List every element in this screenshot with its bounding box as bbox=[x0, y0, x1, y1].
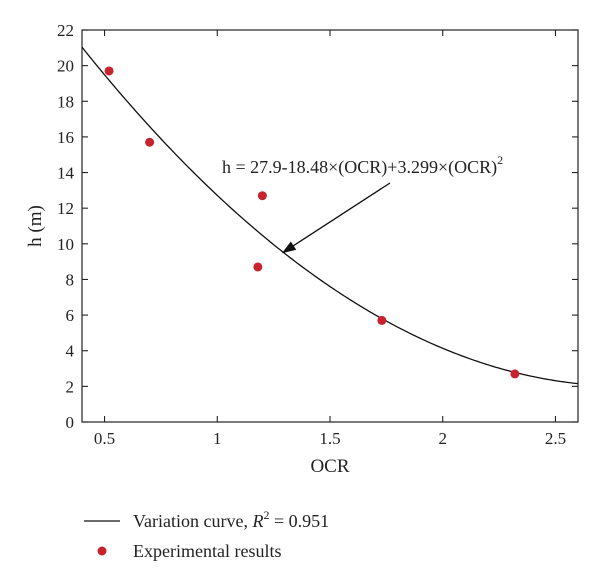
y-tick-label: 12 bbox=[57, 199, 74, 218]
y-tick-label: 0 bbox=[66, 413, 75, 432]
legend: Variation curve, R2 = 0.951 Experimental… bbox=[84, 508, 329, 561]
annotation-arrow bbox=[281, 182, 391, 254]
y-tick-label: 10 bbox=[57, 235, 74, 254]
plot-frame bbox=[81, 29, 579, 423]
data-point bbox=[253, 262, 263, 272]
x-axis: 0.5 1 1.5 2 2.5 bbox=[94, 30, 566, 448]
y-axis-title: h (m) bbox=[25, 205, 46, 247]
y-tick-label: 6 bbox=[66, 306, 75, 325]
x-tick-label: 1.5 bbox=[319, 429, 340, 448]
data-point bbox=[510, 369, 520, 379]
x-tick-label: 2.5 bbox=[545, 429, 566, 448]
x-tick-label: 1 bbox=[213, 429, 222, 448]
data-point bbox=[257, 191, 267, 201]
legend-line-label: Variation curve, R2 = 0.951 bbox=[133, 508, 329, 531]
y-tick-label: 8 bbox=[66, 270, 75, 289]
data-point bbox=[145, 137, 155, 147]
y-tick-label: 4 bbox=[66, 342, 75, 361]
x-tick-label: 0.5 bbox=[94, 429, 115, 448]
legend-point-label: Experimental results bbox=[133, 541, 281, 561]
x-axis-title: OCR bbox=[310, 456, 349, 477]
y-tick-label: 16 bbox=[57, 128, 74, 147]
variation-curve bbox=[82, 46, 578, 385]
y-tick-label: 20 bbox=[57, 57, 74, 76]
y-tick-label: 22 bbox=[57, 21, 74, 40]
y-tick-label: 2 bbox=[66, 377, 75, 396]
y-tick-label: 18 bbox=[57, 92, 74, 111]
curve-path bbox=[82, 46, 578, 385]
equation-annotation: h = 27.9-18.48×(OCR)+3.299×(OCR)2 bbox=[222, 153, 503, 178]
y-axis: 0 2 4 6 8 10 12 14 16 18 20 22 bbox=[57, 21, 578, 432]
legend-point-swatch bbox=[97, 546, 107, 556]
x-tick-label: 2 bbox=[438, 429, 447, 448]
y-tick-label: 14 bbox=[57, 164, 75, 183]
experimental-points bbox=[104, 66, 520, 379]
data-point bbox=[104, 66, 114, 76]
equation-text: h = 27.9-18.48×(OCR)+3.299×(OCR) bbox=[222, 157, 497, 178]
equation-superscript: 2 bbox=[497, 153, 503, 167]
data-point bbox=[377, 315, 387, 325]
